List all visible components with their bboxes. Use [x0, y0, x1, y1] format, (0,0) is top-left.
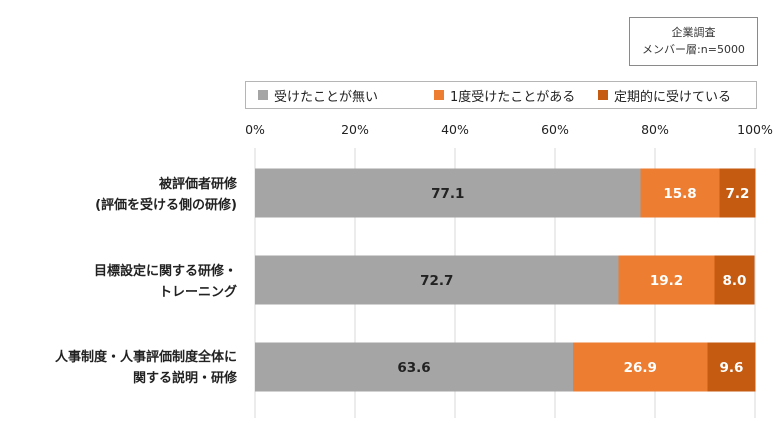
category-label-line: 目標設定に関する研修・	[93, 264, 237, 279]
category-label: 人事制度・人事評価制度全体に 関する説明・研修	[55, 347, 237, 389]
legend-item-regular: 定期的に受けている	[598, 82, 731, 108]
x-tick-label: 80%	[641, 122, 669, 137]
legend-label-regular: 定期的に受けている	[614, 89, 732, 105]
data-label-once: 15.8	[663, 186, 696, 202]
bar-segment-regular	[719, 168, 756, 218]
bar-segment-never	[255, 342, 573, 392]
bar-segment-once	[618, 255, 715, 305]
x-tick-label: 0%	[245, 122, 265, 137]
survey-note-box: 企業調査 メンバー層:n=5000	[629, 17, 758, 66]
legend-item-once: 1度受けたことがある	[434, 82, 575, 108]
legend-label-never: 受けたことが無い	[274, 89, 379, 105]
survey-note-line1: 企業調査	[671, 26, 716, 39]
data-label-regular: 8.0	[723, 273, 747, 289]
legend-swatch-never	[258, 90, 268, 100]
x-tick-label: 20%	[341, 122, 369, 137]
survey-note-line2: メンバー層:n=5000	[642, 43, 745, 56]
category-label: 被評価者研修 (評価を受ける側の研修)	[95, 174, 237, 216]
x-tick-label: 40%	[441, 122, 469, 137]
chart-legend: 受けたことが無い 1度受けたことがある 定期的に受けている	[245, 81, 757, 109]
category-label-line: 人事制度・人事評価制度全体に	[54, 350, 237, 365]
data-label-once: 19.2	[650, 273, 683, 289]
x-tick-label: 100%	[737, 122, 773, 137]
bar-segment-once	[640, 168, 720, 218]
bar-segment-regular	[707, 342, 756, 392]
data-label-never: 77.1	[431, 186, 464, 202]
category-label: 目標設定に関する研修・ トレーニング	[94, 261, 237, 303]
category-label-line: (評価を受ける側の研修)	[95, 198, 237, 213]
bar-segment-once	[573, 342, 708, 392]
bar-segment-never	[255, 255, 619, 305]
bar-segment-regular	[714, 255, 755, 305]
data-label-never: 63.6	[397, 360, 430, 376]
data-label-never: 72.7	[420, 273, 453, 289]
data-label-regular: 9.6	[720, 360, 744, 376]
category-label-line: 関する説明・研修	[132, 371, 237, 386]
legend-swatch-once	[434, 90, 444, 100]
x-tick-label: 60%	[541, 122, 569, 137]
category-label-line: トレーニング	[158, 285, 237, 300]
category-label-line: 被評価者研修	[158, 177, 237, 192]
data-label-regular: 7.2	[726, 186, 750, 202]
legend-label-once: 1度受けたことがある	[450, 89, 576, 105]
bar-segment-never	[255, 168, 641, 218]
data-label-once: 26.9	[624, 360, 657, 376]
legend-swatch-regular	[598, 90, 608, 100]
legend-item-never: 受けたことが無い	[258, 82, 378, 108]
